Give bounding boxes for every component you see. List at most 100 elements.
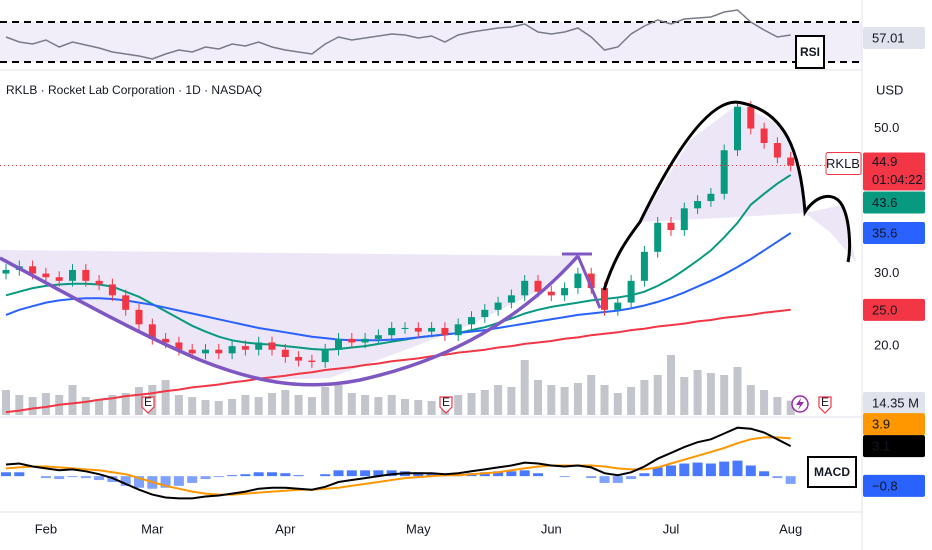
- macd-histogram-bar: [40, 476, 51, 479]
- candle-body: [574, 273, 582, 289]
- candle-body: [587, 273, 595, 289]
- macd-histogram-bar: [719, 461, 730, 477]
- candle-body: [175, 342, 183, 350]
- candle-body: [494, 302, 502, 310]
- volume-bar: [427, 401, 436, 415]
- macd-histogram-bar: [506, 471, 517, 477]
- volume-bar: [680, 377, 689, 415]
- candle-body: [374, 335, 382, 339]
- x-tick-label: Jun: [541, 521, 562, 536]
- symbol: RKLB: [826, 156, 860, 171]
- x-tick-label: Jul: [663, 521, 680, 536]
- volume-bar: [334, 385, 343, 415]
- x-tick-label: Apr: [275, 521, 296, 536]
- rsi-band: [0, 22, 862, 62]
- handle-arrow: [562, 252, 602, 309]
- volume-bar: [507, 387, 516, 415]
- macd-histogram-bar: [240, 474, 251, 477]
- cup-curve: [0, 254, 580, 387]
- candle-body: [148, 324, 156, 339]
- candle-body: [428, 327, 436, 332]
- macd-histogram-bar: [213, 476, 224, 478]
- volume-bar: [573, 383, 582, 415]
- macd-histogram-bar: [320, 474, 331, 477]
- volume-bar: [587, 375, 596, 415]
- macd-histogram-bar: [293, 475, 304, 477]
- candle-body: [69, 269, 76, 281]
- ma-last-label-box: [863, 221, 925, 244]
- macd-histogram-bar: [120, 476, 131, 486]
- macd-histogram-bar: [626, 476, 637, 480]
- candle-body: [694, 201, 702, 209]
- histogram-last-label-box: [863, 474, 925, 497]
- candle-body: [268, 342, 276, 350]
- volume-bar: [68, 385, 77, 415]
- macd-histogram-bar: [413, 472, 424, 477]
- candle-body: [348, 338, 356, 343]
- macd-histogram-bar: [612, 476, 623, 483]
- y-tick-label: 20.0: [874, 338, 899, 353]
- volume-bar: [667, 355, 675, 415]
- volume-bar: [600, 385, 609, 415]
- candle-body: [547, 291, 555, 296]
- macd-histogram-bar: [1, 472, 11, 477]
- earnings-marker: [439, 396, 453, 414]
- candle-body: [295, 356, 303, 361]
- earnings-label: E: [821, 395, 829, 409]
- macd-last-label-box: [863, 435, 925, 458]
- candle-body: [614, 302, 622, 310]
- volume-bar: [480, 390, 489, 415]
- candle-body: [521, 280, 529, 296]
- moving-average: [5, 232, 792, 342]
- rsi-last-label-box: [863, 27, 925, 49]
- ma-last-label: 43.6: [872, 195, 897, 210]
- macd-histogram-bar: [679, 463, 690, 477]
- candle-body: [241, 346, 249, 350]
- earnings-label: E: [442, 395, 450, 409]
- macd-histogram-bar: [267, 472, 277, 477]
- volume-bar: [560, 387, 569, 415]
- volume-bar: [294, 395, 303, 415]
- arc-drawing: [602, 100, 852, 291]
- macd-histogram-bar: [360, 470, 371, 477]
- macd-histogram-bar: [54, 476, 65, 480]
- last-price: 44.9: [872, 154, 897, 169]
- candle-body: [601, 288, 608, 310]
- candle-body: [188, 349, 196, 354]
- candle-body: [215, 349, 223, 354]
- candle-body: [55, 277, 63, 281]
- macd-histogram-bar: [426, 473, 437, 477]
- ma-last-label-box: [863, 298, 925, 321]
- macd-histogram-bar: [333, 470, 344, 477]
- candle-body: [135, 309, 143, 325]
- candle-body: [481, 309, 489, 318]
- macd-histogram-bar: [692, 462, 703, 477]
- volume-bar: [15, 395, 24, 415]
- macd-histogram-bar: [785, 476, 796, 484]
- volume-bar: [414, 400, 423, 415]
- volume-bar: [720, 375, 729, 415]
- macd-histogram-bar: [652, 467, 663, 477]
- macd-histogram-bar: [253, 472, 264, 477]
- candle-body: [667, 222, 675, 231]
- volume-bar: [108, 395, 117, 415]
- arc-shading: [805, 205, 856, 262]
- macd-histogram-bar: [80, 476, 91, 479]
- candle-body: [747, 106, 755, 129]
- candle-body: [627, 280, 635, 303]
- candle-body: [29, 266, 37, 274]
- volume-bar: [268, 393, 276, 415]
- volume-bar: [135, 387, 143, 415]
- macd-histogram-bar: [134, 476, 144, 488]
- x-tick-label: May: [406, 521, 431, 536]
- candle-body: [734, 106, 741, 151]
- macd-histogram-bar: [533, 473, 543, 477]
- rsi-tag: RSI: [800, 45, 820, 59]
- volume-bar: [2, 390, 10, 415]
- macd-histogram-bar: [280, 473, 291, 477]
- candle-body: [228, 346, 236, 354]
